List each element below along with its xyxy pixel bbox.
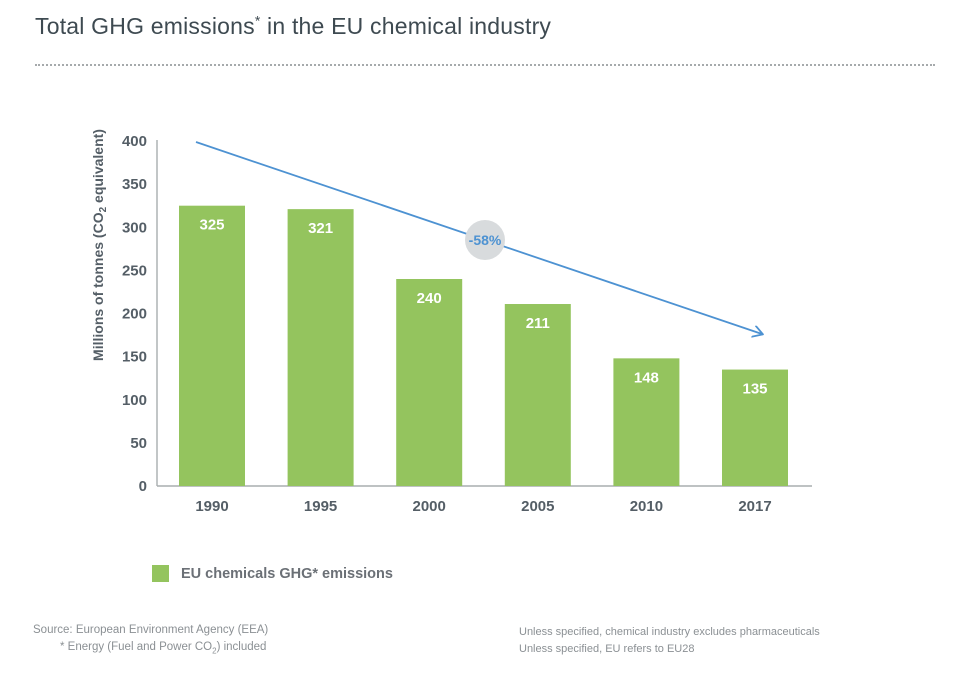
chart-legend: EU chemicals GHG* emissions <box>152 565 393 582</box>
page-title-asterisk: * <box>254 12 261 29</box>
x-tick-label: 2000 <box>413 498 446 515</box>
source-line: Source: European Environment Agency (EEA… <box>33 624 269 636</box>
bar-value-label: 211 <box>526 315 550 332</box>
page-title-rest: in the EU chemical industry <box>260 13 552 39</box>
disclaimer-line-1: Unless specified, chemical industry excl… <box>519 626 820 638</box>
bar-value-label: 325 <box>199 217 224 234</box>
y-tick-label: 0 <box>139 478 147 495</box>
y-tick-label: 150 <box>122 349 147 366</box>
bar-value-label: 321 <box>308 220 333 237</box>
bar-1990 <box>179 205 245 486</box>
legend-swatch <box>152 565 169 582</box>
y-tick-label: 50 <box>130 435 147 452</box>
bar-2010 <box>613 358 680 486</box>
footnote-source: Source: European Environment Agency (EEA… <box>33 622 268 658</box>
y-tick-label: 200 <box>122 306 147 323</box>
y-axis-title: Millions of tonnes (CO2 equivalent) <box>90 129 109 361</box>
y-tick-label: 400 <box>122 133 147 150</box>
bar-value-label: 135 <box>742 381 767 398</box>
percent-change-label: -58% <box>469 232 502 248</box>
bar-2017 <box>722 369 788 486</box>
bar-2000 <box>396 279 463 486</box>
footnote-disclaimer: Unless specified, chemical industry excl… <box>519 624 820 657</box>
percent-change-badge <box>465 220 505 260</box>
bar-1995 <box>287 209 354 486</box>
legend-label: EU chemicals GHG* emissions <box>181 565 393 582</box>
y-tick-label: 300 <box>122 219 147 236</box>
bar-value-label: 240 <box>417 290 442 307</box>
x-tick-label: 1990 <box>195 498 228 515</box>
y-tick-label: 250 <box>122 262 147 279</box>
x-tick-label: 2010 <box>630 498 663 515</box>
x-tick-label: 2017 <box>738 498 771 515</box>
bar-2005 <box>504 304 571 486</box>
x-tick-label: 2005 <box>521 498 554 515</box>
bar-value-label: 148 <box>634 369 659 386</box>
page-title-main: Total GHG emissions <box>35 13 255 39</box>
title-divider <box>35 64 935 66</box>
x-tick-label: 1995 <box>304 498 337 515</box>
y-tick-label: 100 <box>122 392 147 409</box>
energy-note: * Energy (Fuel and Power CO2) included <box>60 641 267 656</box>
y-tick-label: 350 <box>122 176 147 193</box>
disclaimer-line-2: Unless specified, EU refers to EU28 <box>519 642 695 655</box>
page-title: Total GHG emissions* in the EU chemical … <box>35 13 551 40</box>
